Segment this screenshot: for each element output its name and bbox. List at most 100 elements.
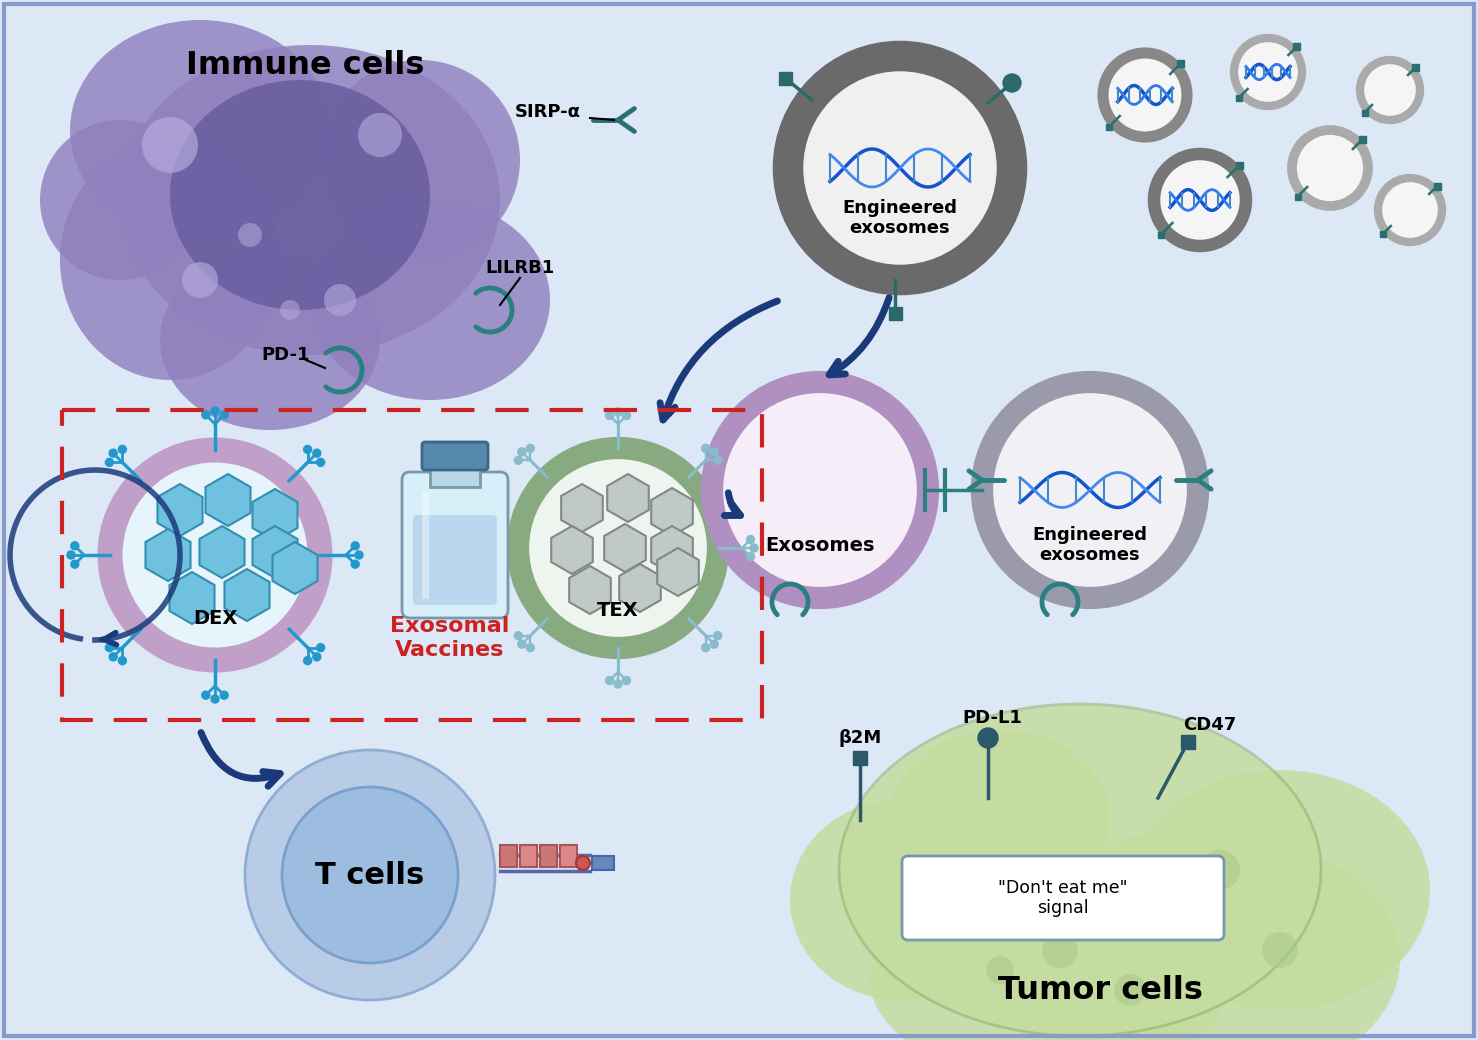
Bar xyxy=(779,72,792,84)
Polygon shape xyxy=(569,566,610,614)
Ellipse shape xyxy=(321,60,520,260)
Circle shape xyxy=(105,644,114,652)
Circle shape xyxy=(613,680,622,688)
Text: "Don't eat me"
signal: "Don't eat me" signal xyxy=(998,879,1128,917)
Circle shape xyxy=(517,641,526,648)
Bar xyxy=(1176,60,1184,67)
Text: CD47: CD47 xyxy=(1184,716,1237,734)
Ellipse shape xyxy=(69,20,330,240)
Circle shape xyxy=(303,445,312,453)
Polygon shape xyxy=(607,474,649,522)
Circle shape xyxy=(220,692,228,699)
Ellipse shape xyxy=(1001,830,1400,1040)
Bar xyxy=(1236,95,1242,101)
Circle shape xyxy=(71,542,78,550)
Circle shape xyxy=(182,262,217,298)
Circle shape xyxy=(118,445,127,453)
Circle shape xyxy=(526,444,535,452)
Circle shape xyxy=(526,644,535,652)
Text: Engineered
exosomes: Engineered exosomes xyxy=(842,199,958,237)
Text: PD-L1: PD-L1 xyxy=(962,709,1021,727)
Circle shape xyxy=(1114,974,1145,1006)
Circle shape xyxy=(352,561,359,568)
Polygon shape xyxy=(158,484,202,536)
Bar xyxy=(853,751,868,765)
Text: Exosomal
Vaccines: Exosomal Vaccines xyxy=(390,617,510,659)
Bar xyxy=(1411,64,1419,71)
Circle shape xyxy=(109,653,117,660)
Ellipse shape xyxy=(160,250,380,430)
Bar xyxy=(62,410,763,720)
Circle shape xyxy=(245,750,495,1000)
Circle shape xyxy=(105,459,114,466)
Circle shape xyxy=(709,448,718,456)
Circle shape xyxy=(1004,74,1021,92)
Circle shape xyxy=(142,118,198,173)
Circle shape xyxy=(279,300,300,320)
FancyBboxPatch shape xyxy=(902,856,1224,940)
Circle shape xyxy=(352,542,359,550)
Circle shape xyxy=(622,412,631,419)
Circle shape xyxy=(1103,53,1187,137)
Ellipse shape xyxy=(40,120,200,280)
Polygon shape xyxy=(605,524,646,572)
Text: TEX: TEX xyxy=(597,600,638,620)
Polygon shape xyxy=(170,572,214,624)
Circle shape xyxy=(1200,850,1240,890)
Circle shape xyxy=(282,787,458,963)
Circle shape xyxy=(313,653,321,660)
FancyBboxPatch shape xyxy=(402,472,508,618)
Bar xyxy=(430,465,480,487)
Circle shape xyxy=(1144,904,1176,936)
Bar xyxy=(593,856,613,870)
Circle shape xyxy=(606,412,613,419)
Ellipse shape xyxy=(310,200,550,400)
Bar xyxy=(1181,735,1196,749)
Bar xyxy=(500,846,517,867)
Circle shape xyxy=(324,284,356,316)
Text: Engineered
exosomes: Engineered exosomes xyxy=(1033,525,1147,565)
Circle shape xyxy=(118,656,127,665)
Polygon shape xyxy=(253,489,297,541)
Circle shape xyxy=(514,457,522,464)
Bar xyxy=(520,846,537,867)
Circle shape xyxy=(978,728,998,748)
Bar xyxy=(1434,182,1441,189)
FancyBboxPatch shape xyxy=(412,515,497,605)
Text: T cells: T cells xyxy=(315,860,424,889)
Circle shape xyxy=(220,411,228,419)
Polygon shape xyxy=(272,542,318,594)
Circle shape xyxy=(303,656,312,665)
Circle shape xyxy=(514,631,522,640)
Circle shape xyxy=(709,641,718,648)
Circle shape xyxy=(714,457,721,464)
Circle shape xyxy=(981,382,1199,598)
Text: Immune cells: Immune cells xyxy=(186,50,424,80)
Text: DEX: DEX xyxy=(192,608,236,627)
Circle shape xyxy=(211,407,219,415)
Circle shape xyxy=(517,448,526,456)
Circle shape xyxy=(788,56,1012,280)
Polygon shape xyxy=(658,548,699,596)
Polygon shape xyxy=(253,526,297,578)
Circle shape xyxy=(606,676,613,684)
Circle shape xyxy=(1360,60,1420,120)
Bar xyxy=(1361,109,1367,115)
Bar xyxy=(1358,136,1366,144)
Circle shape xyxy=(202,692,210,699)
Ellipse shape xyxy=(791,800,1009,1000)
Polygon shape xyxy=(619,564,661,612)
FancyBboxPatch shape xyxy=(423,442,488,470)
Circle shape xyxy=(622,676,631,684)
Circle shape xyxy=(749,544,758,552)
Polygon shape xyxy=(205,474,250,526)
Text: Tumor cells: Tumor cells xyxy=(998,974,1203,1006)
Circle shape xyxy=(576,856,590,870)
Polygon shape xyxy=(551,526,593,574)
Bar xyxy=(1157,232,1163,237)
Circle shape xyxy=(1154,154,1246,246)
Circle shape xyxy=(313,449,321,458)
Ellipse shape xyxy=(890,730,1110,910)
Circle shape xyxy=(67,551,75,560)
Circle shape xyxy=(71,561,78,568)
